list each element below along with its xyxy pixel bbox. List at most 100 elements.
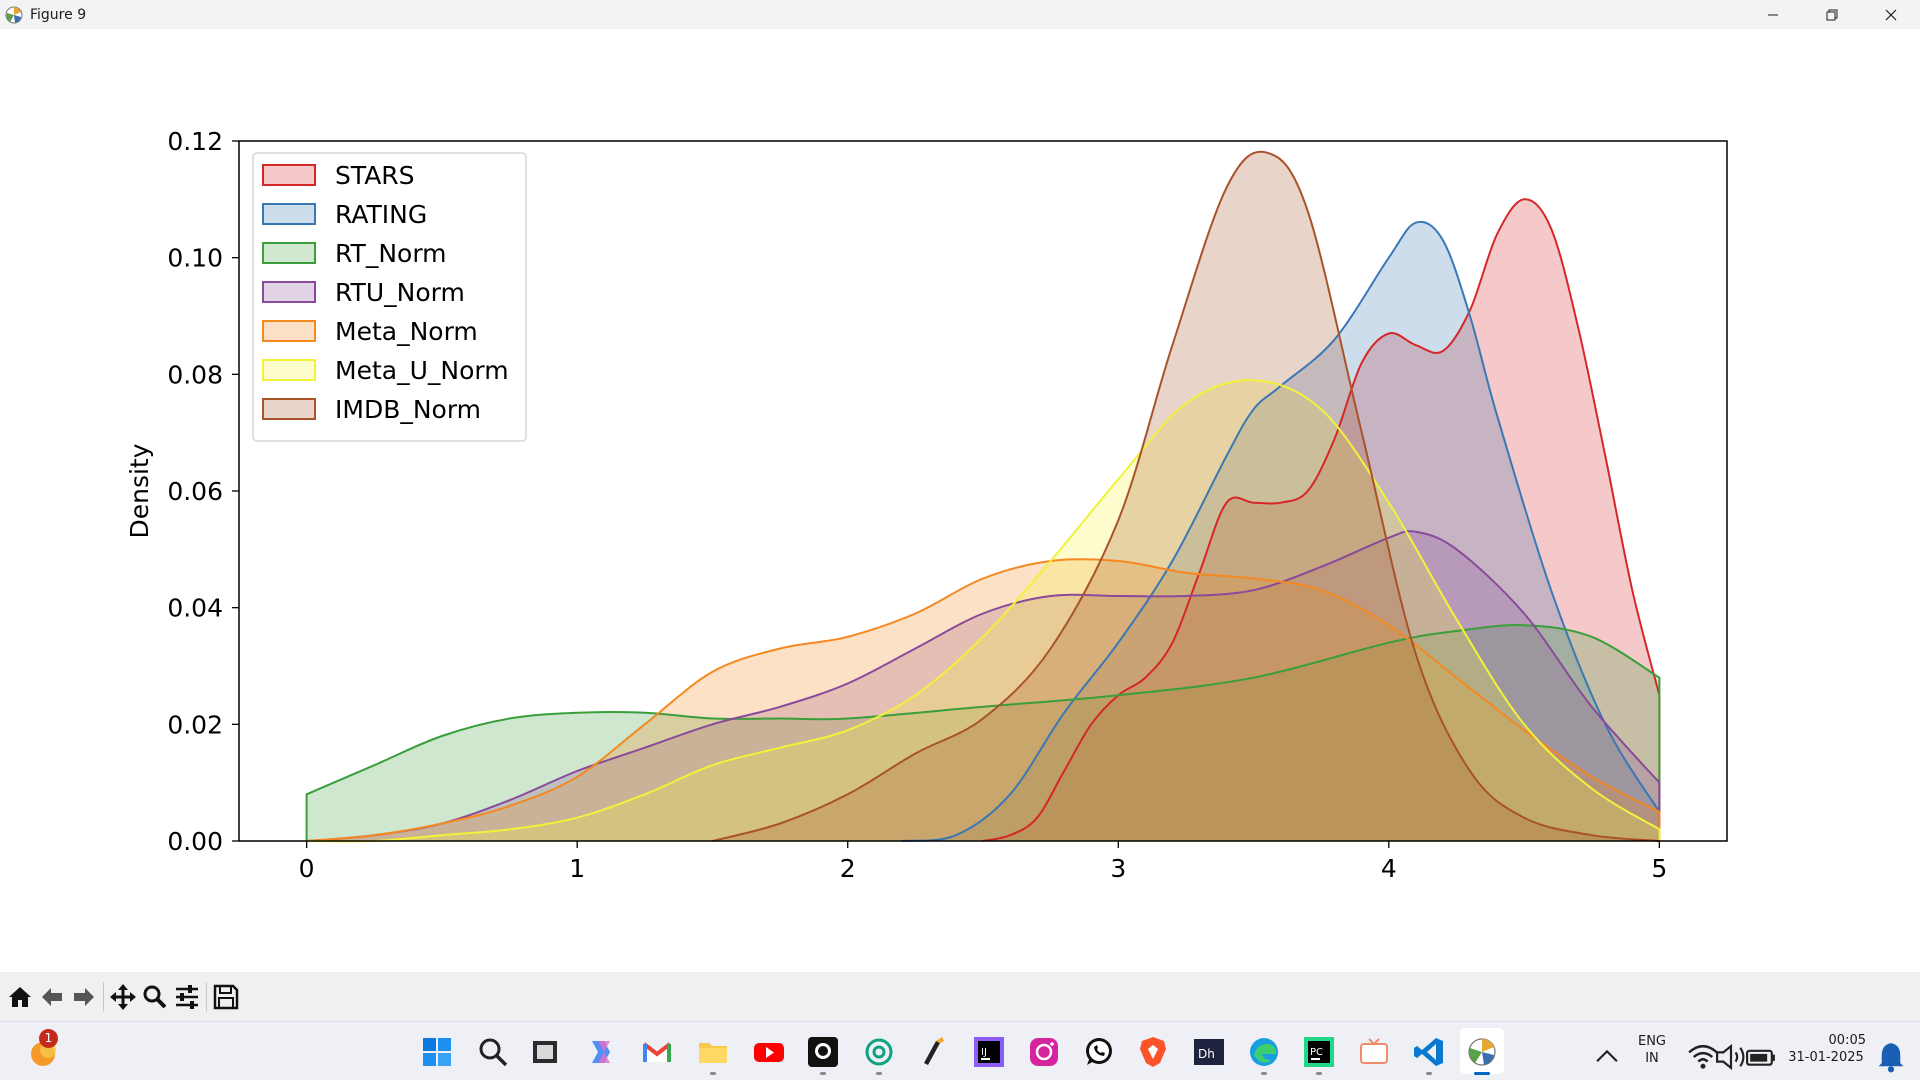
copilot-icon[interactable] <box>584 1035 618 1069</box>
x-tick-label: 4 <box>1381 854 1397 883</box>
terminal-app-icon[interactable]: Dh <box>1192 1035 1226 1069</box>
home-button[interactable] <box>4 980 36 1014</box>
svg-text:IJ: IJ <box>981 1047 987 1058</box>
region-code: IN <box>1645 1051 1659 1066</box>
legend-label-rtu-norm: RTU_Norm <box>335 278 465 307</box>
toolbar-separator <box>103 981 104 1012</box>
legend-label-stars: STARS <box>335 161 415 190</box>
svg-text:Dh: Dh <box>1198 1047 1215 1061</box>
legend-label-rt-norm: RT_Norm <box>335 239 447 268</box>
youtube-icon[interactable] <box>752 1035 786 1069</box>
wifi-icon[interactable] <box>1686 1040 1720 1074</box>
edge-browser-icon[interactable] <box>1247 1035 1281 1069</box>
configure-subplots-button[interactable] <box>171 980 203 1014</box>
taskbar: 1 IJ Dh <box>0 1021 1920 1080</box>
close-icon <box>1885 9 1896 20</box>
legend-label-imdb-norm: IMDB_Norm <box>335 395 481 424</box>
sliders-icon <box>176 984 198 1009</box>
notification-badge: 1 <box>39 1029 58 1048</box>
legend-box <box>252 152 527 442</box>
kde-area-rt-norm <box>306 625 1660 841</box>
floppy-disk-icon <box>213 984 239 1009</box>
gmail-icon[interactable] <box>640 1035 674 1069</box>
legend-swatch-rtu-norm <box>262 281 316 303</box>
zoom-button[interactable] <box>139 980 171 1014</box>
window-title: Figure 9 <box>30 6 87 23</box>
svg-text:PC: PC <box>1310 1047 1323 1058</box>
active-app-indicator <box>1474 1072 1490 1075</box>
kde-chart: 0 1 2 3 4 5 0.00 0.02 0.04 0.06 0.08 0.10 0.12 Dens… <box>125 127 1728 883</box>
y-axis-label: Density <box>125 443 154 538</box>
battery-icon[interactable] <box>1744 1040 1778 1074</box>
volume-icon[interactable] <box>1714 1040 1748 1074</box>
github-icon[interactable] <box>806 1035 840 1069</box>
legend-swatch-rt-norm <box>262 242 316 264</box>
legend: STARS RATING RT_Norm RTU_Norm Meta_Norm Meta_… <box>252 152 527 442</box>
toolbar-separator <box>206 981 207 1012</box>
file-explorer-icon[interactable] <box>696 1035 730 1069</box>
task-view-icon[interactable] <box>528 1035 562 1069</box>
running-indicator <box>1261 1072 1267 1075</box>
chatgpt-icon[interactable] <box>862 1035 896 1069</box>
minimize-button[interactable] <box>1743 0 1802 29</box>
restore-button[interactable] <box>1802 0 1861 29</box>
pen-tool-icon[interactable] <box>916 1035 950 1069</box>
intellij-icon[interactable]: IJ <box>972 1035 1006 1069</box>
instagram-icon[interactable] <box>1027 1035 1061 1069</box>
y-tick-label: 0.00 <box>167 827 223 856</box>
legend-swatch-stars <box>262 164 316 186</box>
legend-swatch-meta-norm <box>262 320 316 342</box>
y-tick-label: 0.08 <box>167 360 223 389</box>
y-tick-label: 0.02 <box>167 710 223 739</box>
arrow-left-icon <box>42 987 62 1006</box>
kde-area-rtu-norm <box>306 531 1660 841</box>
legend-label-meta-norm: Meta_Norm <box>335 317 478 346</box>
clock[interactable]: 00:05 31-01-2025 <box>1778 1032 1874 1066</box>
restore-icon <box>1826 9 1837 20</box>
whatsapp-icon[interactable] <box>1082 1035 1116 1069</box>
minimize-icon <box>1767 14 1778 15</box>
y-tick-label: 0.12 <box>167 127 223 156</box>
tv-app-icon[interactable] <box>1357 1035 1391 1069</box>
forward-button[interactable] <box>68 980 100 1014</box>
pycharm-icon[interactable]: PC <box>1302 1035 1336 1069</box>
arrow-right-icon <box>74 987 94 1006</box>
x-tick-label: 1 <box>569 854 585 883</box>
vscode-icon[interactable] <box>1412 1035 1446 1069</box>
clock-date: 31-01-2025 <box>1788 1050 1864 1065</box>
pan-button[interactable] <box>107 980 139 1014</box>
kde-line-stars <box>982 198 1661 842</box>
matplotlib-figure-icon[interactable] <box>1465 1035 1499 1069</box>
close-button[interactable] <box>1861 0 1920 29</box>
matplotlib-app-icon <box>5 6 23 23</box>
language-indicator[interactable]: ENG IN <box>1630 1033 1674 1067</box>
kde-line-rt-norm <box>305 624 1661 841</box>
running-indicator <box>1316 1072 1322 1075</box>
kde-area-meta-norm <box>306 559 1660 841</box>
brave-browser-icon[interactable] <box>1136 1035 1170 1069</box>
x-tick-label: 0 <box>299 854 315 883</box>
kde-line-rtu-norm <box>306 530 1661 842</box>
back-button[interactable] <box>36 980 68 1014</box>
save-button[interactable] <box>210 980 242 1014</box>
running-indicator <box>876 1072 882 1075</box>
search-icon[interactable] <box>476 1035 510 1069</box>
magnifier-icon <box>143 985 167 1008</box>
kde-line-imdb-norm <box>712 150 1660 842</box>
kde-area-stars <box>983 199 1660 841</box>
start-menu-icon[interactable] <box>420 1035 454 1069</box>
kde-line-meta-u-norm <box>306 379 1661 843</box>
kde-line-rating <box>901 220 1661 842</box>
legend-label-meta-u-norm: Meta_U_Norm <box>335 356 509 385</box>
figure-canvas[interactable]: 0 1 2 3 4 5 0.00 0.02 0.04 0.06 0.08 0.10 0.12 Dens… <box>0 29 1920 972</box>
y-tick-label: 0.10 <box>167 244 223 273</box>
x-tick-label: 5 <box>1651 854 1667 883</box>
x-tick-label: 2 <box>840 854 856 883</box>
kde-area-meta-u-norm <box>306 380 1660 842</box>
chevron-up-icon[interactable] <box>1590 1040 1624 1074</box>
legend-label-rating: RATING <box>335 200 427 229</box>
kde-line-meta-norm <box>306 558 1661 842</box>
notifications-bell-icon[interactable] <box>1874 1040 1908 1074</box>
running-indicator <box>1426 1072 1432 1075</box>
home-icon <box>9 986 31 1007</box>
